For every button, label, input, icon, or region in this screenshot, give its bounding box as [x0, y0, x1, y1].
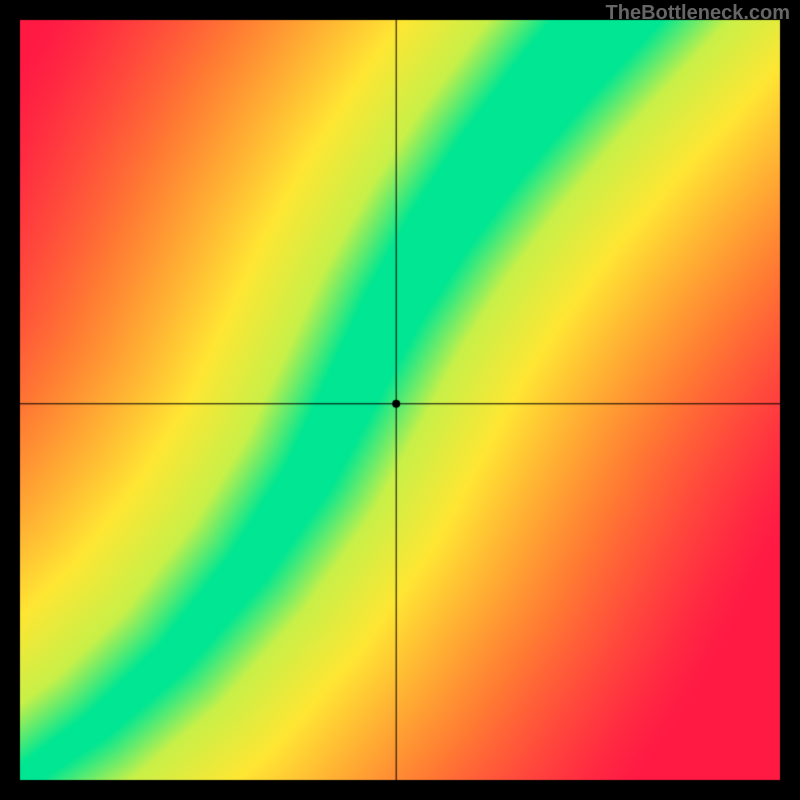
watermark-text: TheBottleneck.com: [606, 2, 790, 25]
bottleneck-heatmap: [0, 0, 800, 800]
